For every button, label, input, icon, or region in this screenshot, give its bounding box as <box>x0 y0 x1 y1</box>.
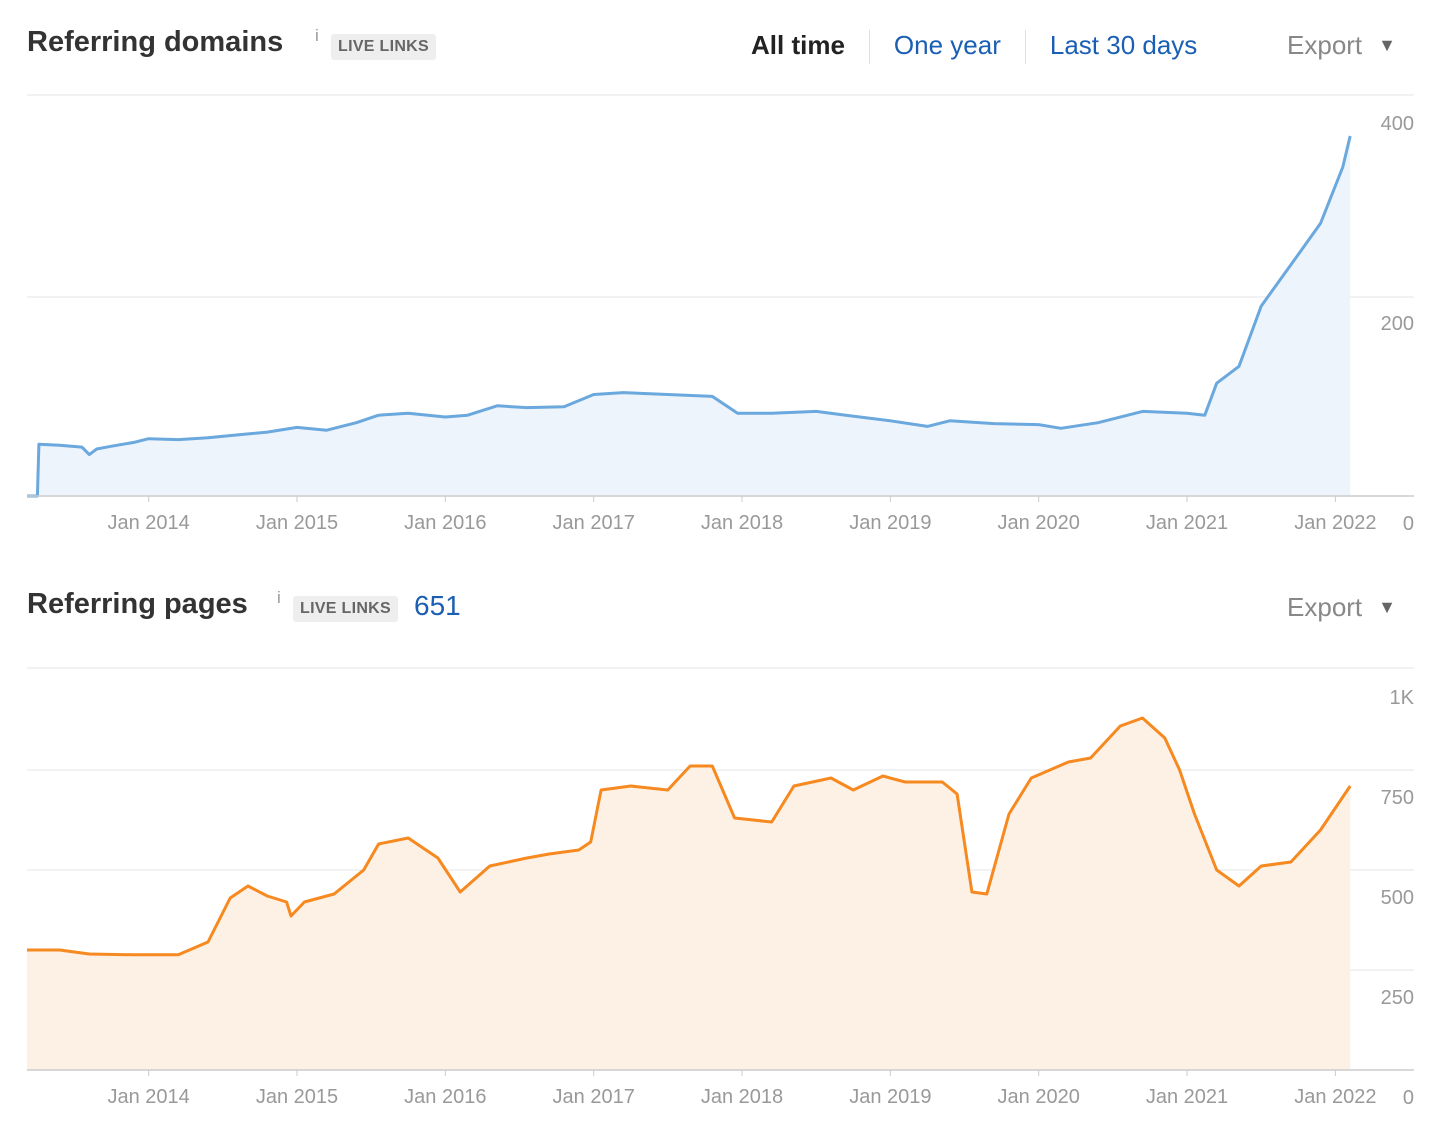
live-links-badge: LIVE LINKS <box>293 596 399 622</box>
x-tick-label: Jan 2016 <box>404 1086 486 1108</box>
y-tick-label: 750 <box>1381 787 1414 809</box>
y-tick-label: 0 <box>1403 513 1414 535</box>
range-all-time[interactable]: All time <box>751 30 845 60</box>
y-tick-label: 200 <box>1381 313 1414 335</box>
x-tick-label: Jan 2015 <box>256 1086 338 1108</box>
y-tick-label: 250 <box>1381 987 1414 1009</box>
x-tick-label: Jan 2020 <box>998 1086 1080 1108</box>
x-tick-label: Jan 2018 <box>701 512 783 534</box>
x-tick-label: Jan 2021 <box>1146 512 1228 534</box>
x-tick-label: Jan 2019 <box>849 1086 931 1108</box>
series-area <box>27 718 1351 1070</box>
export-label: Export <box>1287 592 1363 622</box>
range-divider <box>1024 30 1026 65</box>
range-divider <box>868 30 870 65</box>
chevron-down-icon: ▼ <box>1378 35 1396 55</box>
x-tick-label: Jan 2022 <box>1294 512 1376 534</box>
referring-domains-title: Referring domains <box>27 26 284 58</box>
x-tick-label: Jan 2018 <box>701 1086 783 1108</box>
x-tick-label: Jan 2014 <box>107 1086 189 1108</box>
x-tick-label: Jan 2017 <box>553 512 635 534</box>
info-icon[interactable]: i <box>315 26 319 45</box>
referring-domains-chart: Jan 2014 Jan 2015 Jan 2016 Jan 2017 Jan 2018… <box>27 94 1414 535</box>
y-tick-label: 500 <box>1381 887 1414 909</box>
date-range-selector: All time One year Last 30 days <box>727 30 1221 65</box>
series-line <box>27 716 1352 957</box>
export-label: Export <box>1287 30 1363 60</box>
y-tick-label: 1K <box>1390 687 1415 709</box>
x-tick-label: Jan 2015 <box>256 512 338 534</box>
referring-pages-section: Jan 2014 Jan 2015 Jan 2016 Jan 2017 Jan 2018… <box>0 562 1436 1130</box>
referring-pages-count[interactable]: 651 <box>414 590 461 621</box>
referring-pages-header: Referring pages i LIVE LINKS 651 Export ▼ <box>27 584 1416 634</box>
series-area <box>27 136 1351 496</box>
y-tick-label: 400 <box>1381 113 1414 135</box>
series-line <box>27 135 1352 498</box>
range-last-30-days[interactable]: Last 30 days <box>1049 30 1198 60</box>
range-one-year[interactable]: One year <box>893 30 1001 60</box>
info-icon[interactable]: i <box>277 588 281 607</box>
referring-domains-header: Referring domains i LIVE LINKS All time O… <box>27 22 1416 72</box>
x-tick-label: Jan 2022 <box>1294 1086 1376 1108</box>
live-links-badge: LIVE LINKS <box>331 34 437 60</box>
referring-pages-title: Referring pages <box>27 588 248 620</box>
x-tick-label: Jan 2016 <box>404 512 486 534</box>
x-tick-label: Jan 2019 <box>849 512 931 534</box>
chevron-down-icon: ▼ <box>1378 597 1396 617</box>
referring-pages-chart: Jan 2014 Jan 2015 Jan 2016 Jan 2017 Jan 2018… <box>27 667 1415 1109</box>
export-button[interactable]: Export ▼ <box>1287 30 1396 61</box>
x-tick-label: Jan 2017 <box>553 1086 635 1108</box>
x-tick-label: Jan 2020 <box>998 512 1080 534</box>
x-tick-label: Jan 2014 <box>107 512 189 534</box>
x-tick-label: Jan 2021 <box>1146 1086 1228 1108</box>
y-tick-label: 0 <box>1403 1087 1414 1109</box>
export-button[interactable]: Export ▼ <box>1287 592 1396 623</box>
referring-domains-section: Jan 2014 Jan 2015 Jan 2016 Jan 2017 Jan 2018… <box>0 0 1436 560</box>
